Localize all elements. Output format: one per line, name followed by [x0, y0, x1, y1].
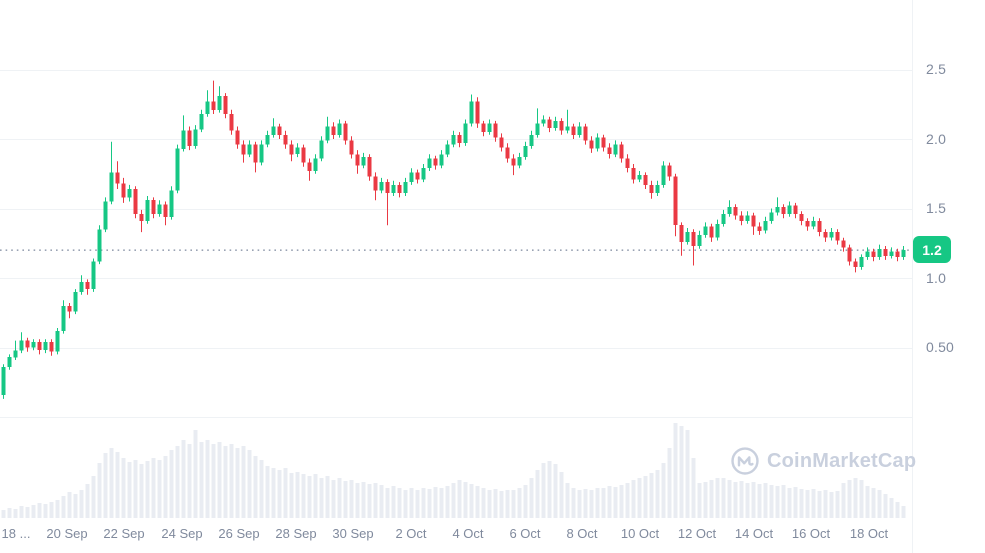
time-axis-label: 4 Oct — [452, 526, 484, 541]
price-axis-label: 2.5 — [926, 61, 947, 77]
price-axis-label: 0.50 — [926, 339, 955, 355]
time-axis-label: 18 Oct — [849, 526, 889, 541]
time-axis-label: 2 Oct — [395, 526, 427, 541]
price-axis: 2.5 2.0 1.5 1.0 0.50 — [912, 0, 985, 553]
current-price-value: 1.2 — [922, 241, 942, 258]
time-axis-label: 12 Oct — [677, 526, 717, 541]
price-axis-label: 1.5 — [926, 200, 947, 216]
current-price-badge: 1.2 — [913, 236, 951, 263]
time-axis-label: 14 Oct — [734, 526, 774, 541]
time-axis-label: 10 Oct — [620, 526, 660, 541]
time-axis-label: 16 Oct — [791, 526, 831, 541]
time-axis-label: 18 ... — [1, 526, 31, 541]
price-axis-label: 2.0 — [926, 131, 947, 147]
time-axis-label: 20 Sep — [46, 526, 88, 541]
time-axis-label: 24 Sep — [161, 526, 203, 541]
time-axis-label: 30 Sep — [332, 526, 374, 541]
price-axis-label: 1.0 — [926, 270, 947, 286]
time-axis-label: 26 Sep — [218, 526, 260, 541]
time-axis-label: 28 Sep — [275, 526, 317, 541]
candlestick-chart-canvas[interactable] — [0, 0, 912, 553]
time-axis-label: 6 Oct — [509, 526, 541, 541]
time-axis-label: 8 Oct — [566, 526, 598, 541]
time-axis-label: 22 Sep — [103, 526, 145, 541]
time-axis: 18 ... 20 Sep 22 Sep 24 Sep 26 Sep 28 Sep 30 S… — [0, 526, 912, 546]
